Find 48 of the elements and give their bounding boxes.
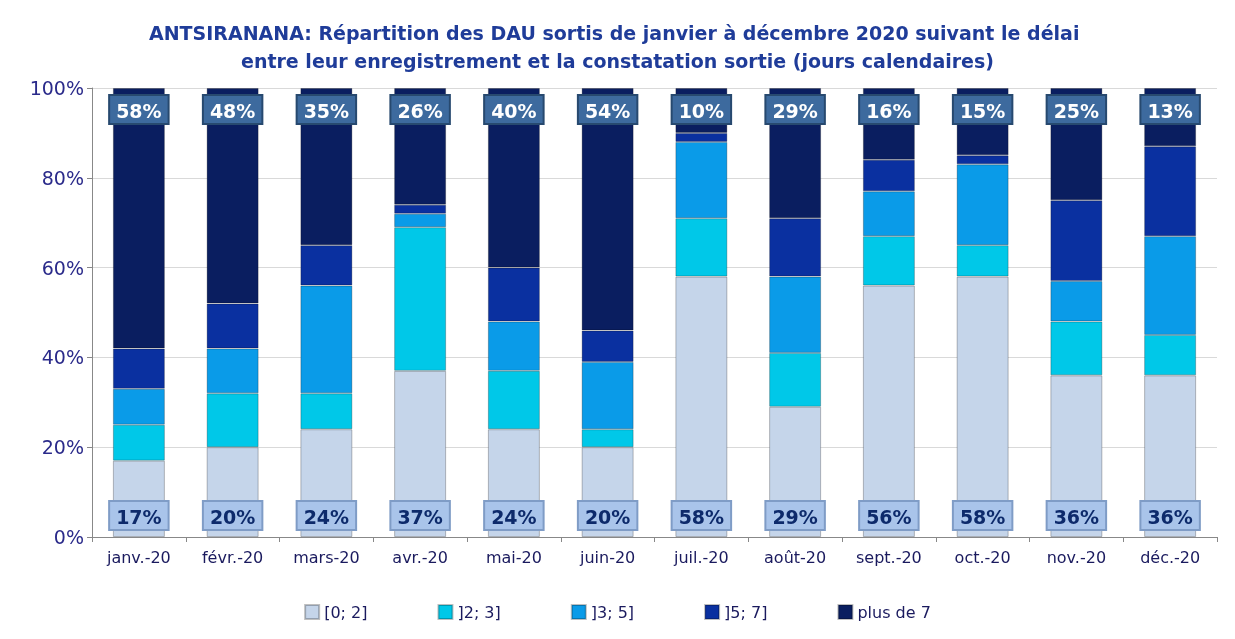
data-label: 36% [1147,505,1193,528]
x-tick-label: mars-20 [293,547,360,567]
x-tick-label: févr.-20 [201,547,264,567]
x-tick-label: nov.-20 [1046,547,1107,567]
data-label: 58% [678,505,725,528]
data-label: 26% [397,99,443,122]
data-label: 29% [772,99,818,122]
y-tick-label: 20% [41,436,84,459]
y-tick-label: 80% [41,166,84,189]
chart-title: ANTSIRANANA: Répartition des DAU sortis de janvier à décembre 2020 suivant le délai entre leur enregistrement et la constatation sortie (jours calendaires) [148,22,1087,72]
data-label: 10% [678,99,725,122]
x-tick-label: janv.-20 [105,547,171,567]
data-label: 40% [491,99,537,122]
data-label: 35% [303,99,350,122]
y-tick-label: 60% [41,256,84,279]
y-tick-label: 40% [41,346,84,369]
x-tick-label: juin-20 [578,547,636,567]
x-tick-label: mai-20 [485,547,542,567]
legend-label: ]3; 5] [590,602,635,622]
data-label: 56% [866,505,912,528]
x-tick-label: oct.-20 [954,547,1011,567]
legend-label: plus de 7 [857,602,931,622]
data-label: 48% [209,99,256,122]
data-label: 25% [1053,99,1100,122]
data-label: 58% [116,99,162,122]
legend-label: [0; 2] [324,602,368,622]
data-label: 20% [584,505,631,528]
data-label: 20% [209,505,256,528]
data-label: 24% [491,505,537,528]
legend-label: ]5; 7] [724,602,768,622]
data-label: 16% [866,99,912,122]
data-label: 13% [1147,99,1193,122]
x-tick-label: avr.-20 [392,547,448,567]
data-label: 29% [772,505,818,528]
data-label: 54% [584,99,631,122]
data-label: 37% [397,505,443,528]
data-label: 15% [959,99,1006,122]
x-tick-label: juil.-20 [673,547,729,567]
data-label: 24% [303,505,350,528]
y-tick-label: 100% [29,77,84,99]
data-label: 58% [959,505,1006,528]
y-tick-label: 0% [53,526,84,548]
data-label: 17% [116,505,162,528]
x-tick-label: août-20 [764,547,827,567]
legend-label: ]2; 3] [457,602,501,622]
data-label: 36% [1053,505,1100,528]
x-tick-label: sept.-20 [855,547,922,567]
x-tick-label: déc.-20 [1140,547,1201,567]
